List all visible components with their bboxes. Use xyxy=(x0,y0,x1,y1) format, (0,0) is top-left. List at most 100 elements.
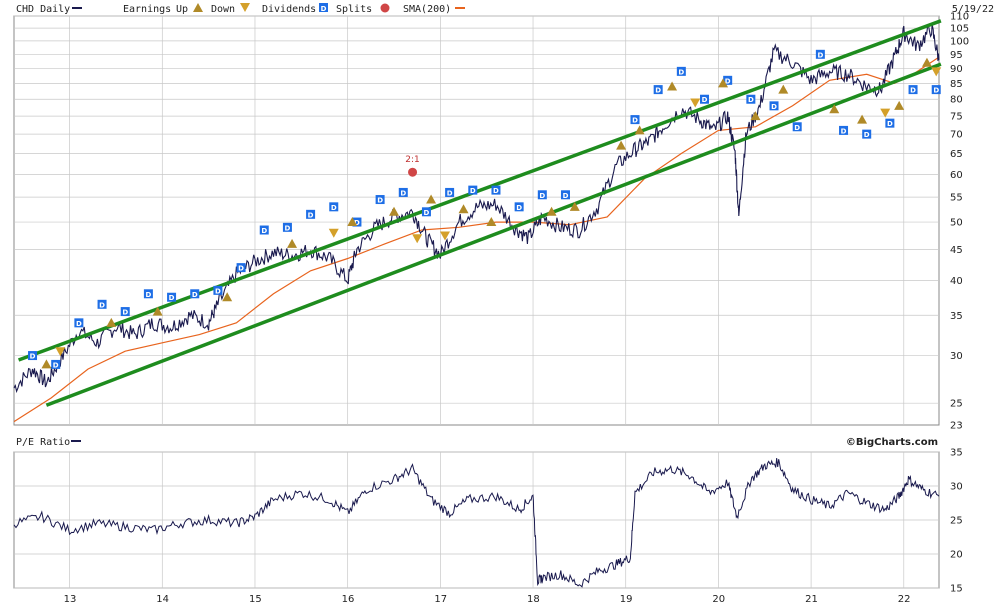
dividend-marker xyxy=(723,75,733,85)
x-tick-label: 15 xyxy=(249,594,262,605)
legend-symbol: CHD Daily xyxy=(16,4,70,15)
price-y-tick-label: 60 xyxy=(950,170,963,181)
dividend-marker-letter: D xyxy=(76,320,82,328)
dividend-legend-icon xyxy=(319,3,328,12)
dividend-marker-letter: D xyxy=(748,96,754,104)
legend-up: Up xyxy=(176,4,188,15)
legend-earnings: Earnings xyxy=(123,4,171,15)
earnings-down-marker xyxy=(439,231,450,241)
dividend-marker xyxy=(885,118,895,128)
dividend-marker xyxy=(445,187,455,197)
x-tick-label: 13 xyxy=(64,594,77,605)
earnings-up-marker xyxy=(222,292,233,302)
pe-y-ticks: 15 20 25 30 35 xyxy=(950,448,963,595)
split-marker xyxy=(408,167,418,177)
dividend-marker-letter: D xyxy=(539,192,545,200)
price-panel xyxy=(13,15,940,426)
pe-ratio-line xyxy=(13,457,940,588)
dividend-marker xyxy=(352,217,362,227)
dividend-marker xyxy=(120,307,130,317)
chart-date: 5/19/22 xyxy=(952,4,994,15)
price-y-tick-label: 55 xyxy=(950,193,963,204)
pe-grid xyxy=(14,451,939,589)
dividend-marker-letter: D xyxy=(447,189,453,197)
legend-sma-swatch xyxy=(455,7,465,9)
dividend-marker-letter: D xyxy=(53,361,59,369)
price-y-tick-label: 50 xyxy=(950,218,963,229)
dividend-marker-letter: D xyxy=(99,301,105,309)
dividend-marker xyxy=(468,185,478,195)
price-y-tick-label: 40 xyxy=(950,276,963,287)
dividend-marker-letter: D xyxy=(470,187,476,195)
earnings-up-marker xyxy=(152,306,163,316)
dividend-marker xyxy=(167,292,177,302)
dividend-marker-letter: D xyxy=(864,131,870,139)
price-y-tick-label: 80 xyxy=(950,95,963,106)
earnings-up-marker xyxy=(778,84,789,94)
legend-sma: SMA(200) xyxy=(403,4,451,15)
dividend-marker-letter: D xyxy=(238,265,244,273)
pe-y-tick-label: 25 xyxy=(950,516,963,527)
dividend-marker xyxy=(676,66,686,76)
x-tick-label: 20 xyxy=(712,594,725,605)
dividend-marker xyxy=(329,202,339,212)
x-tick-label: 17 xyxy=(434,594,447,605)
dividend-marker-letter: D xyxy=(933,87,939,95)
dividend-marker-letter: D xyxy=(377,197,383,205)
dividend-marker xyxy=(421,207,431,217)
dividend-marker-letter: D xyxy=(308,211,314,219)
dividend-marker-letter: D xyxy=(424,209,430,217)
dividend-marker-letter: D xyxy=(192,291,198,299)
dividend-marker-letter: D xyxy=(145,291,151,299)
dividend-marker xyxy=(51,359,61,369)
dividend-marker xyxy=(815,49,825,59)
dividend-marker xyxy=(769,101,779,111)
legend-splits: Splits xyxy=(336,4,372,15)
dividend-marker-letter: D xyxy=(354,219,360,227)
earnings-up-marker xyxy=(750,111,761,121)
price-line xyxy=(13,23,940,394)
pe-y-tick-label: 35 xyxy=(950,448,963,459)
sma-200-line xyxy=(13,56,940,423)
price-y-tick-label: 70 xyxy=(950,130,963,141)
earnings-down-legend-icon xyxy=(240,3,250,12)
x-tick-label: 16 xyxy=(342,594,355,605)
split-legend-icon xyxy=(380,3,390,13)
dividend-marker-letter: D xyxy=(841,127,847,135)
earnings-up-marker xyxy=(921,57,932,67)
dividend-marker xyxy=(74,318,84,328)
price-y-tick-label: 85 xyxy=(950,79,963,90)
dividend-legend-letter: D xyxy=(321,5,327,13)
price-y-tick-label: 25 xyxy=(950,399,963,410)
dividend-marker-letter: D xyxy=(563,192,569,200)
earnings-down-marker xyxy=(931,67,942,77)
dividend-marker xyxy=(282,222,292,232)
dividend-marker xyxy=(236,263,246,273)
dividend-marker xyxy=(28,351,38,361)
dividend-marker-letter: D xyxy=(30,353,36,361)
dividend-marker xyxy=(514,202,524,212)
pe-legend-swatch xyxy=(71,440,81,442)
dividend-marker-letter: D xyxy=(794,124,800,132)
x-tick-label: 14 xyxy=(156,594,169,605)
earnings-up-marker xyxy=(106,317,117,327)
earnings-up-marker xyxy=(287,238,298,248)
pe-y-tick-label: 15 xyxy=(950,584,963,595)
price-y-tick-label: 65 xyxy=(950,149,963,160)
x-tick-label: 18 xyxy=(527,594,540,605)
dividend-marker-letter: D xyxy=(910,87,916,95)
split-label: 2:1 xyxy=(405,155,419,165)
dividend-marker xyxy=(908,85,918,95)
price-y-tick-label: 35 xyxy=(950,311,963,322)
dividend-marker xyxy=(839,125,849,135)
earnings-up-marker xyxy=(347,217,358,227)
dividend-marker-letter: D xyxy=(771,103,777,111)
dividend-marker-letter: D xyxy=(817,51,823,59)
x-tick-label: 21 xyxy=(805,594,818,605)
dividend-marker xyxy=(398,187,408,197)
earnings-up-marker xyxy=(616,140,627,150)
x-tick-label: 19 xyxy=(620,594,633,605)
dividend-marker-letter: D xyxy=(655,87,661,95)
earnings-up-marker xyxy=(41,359,52,369)
earnings-up-marker xyxy=(634,125,645,135)
